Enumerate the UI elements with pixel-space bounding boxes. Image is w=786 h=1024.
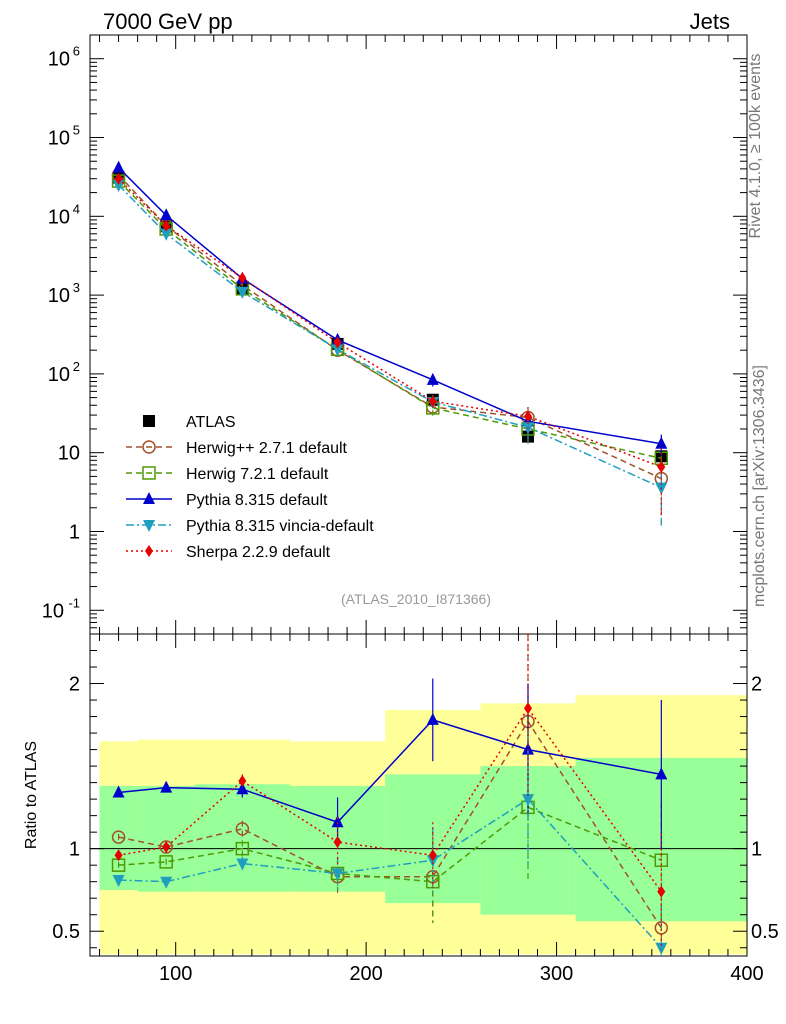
series-4-main-point	[657, 460, 666, 473]
main-ytick-label: 10	[58, 443, 80, 465]
ratio-frame	[89, 633, 748, 957]
legend-atlas-marker	[143, 415, 155, 427]
series-2-ratio-point	[522, 742, 534, 755]
main-ytick-label: 1	[69, 521, 80, 543]
series-2-main-line	[118, 167, 662, 445]
ratio-ytick-label: 1	[69, 839, 80, 861]
legend-label-1: Herwig 7.2.1 default	[186, 466, 329, 483]
series-4-main-point	[114, 172, 123, 185]
series-2-ratio-point	[160, 780, 173, 793]
legend-marker-0	[142, 440, 156, 454]
main-ytick-label: 10	[48, 128, 70, 150]
mcplots-label: mcplots.cern.ch [arXiv:1306.3436]	[751, 365, 768, 607]
main-ytick-exponent: 5	[73, 123, 80, 138]
ratio-ytick-label: 0.5	[52, 921, 80, 943]
series-4-main-point	[162, 219, 171, 232]
series-2-main-point	[426, 372, 439, 385]
series-3-ratio-point	[522, 794, 534, 807]
main-ytick-label: 10	[48, 49, 70, 71]
ratio-xtick-label: 300	[540, 963, 573, 985]
rivet-label: Rivet 4.1.0, ≥ 100k events	[747, 54, 764, 239]
legend-label-3: Pythia 8.315 vincia-default	[186, 518, 374, 535]
legend-marker-1	[142, 466, 156, 480]
series-3-main-point	[236, 286, 249, 299]
main-ytick-exponent: 2	[73, 359, 80, 374]
header-left: 7000 GeV pp	[103, 9, 233, 34]
series-2-ratio-point	[655, 767, 668, 780]
series-2-ratio-point	[331, 815, 344, 828]
legend-marker-2	[143, 492, 155, 504]
ratio-ytick-label-right: 2	[751, 674, 762, 696]
series-4-ratio-point	[114, 849, 123, 862]
series-4-ratio-point	[657, 885, 666, 898]
series-2-main-point	[112, 160, 125, 173]
legend-atlas-label: ATLAS	[186, 414, 236, 431]
ratio-ytick-label: 2	[69, 674, 80, 696]
main-ytick-exponent: 3	[73, 280, 80, 295]
series-2-main-point	[160, 208, 173, 221]
series-4-main-point	[238, 271, 247, 284]
series-0-main-line	[118, 174, 662, 480]
header-right: Jets	[690, 9, 730, 34]
main-ytick-label: 10	[48, 206, 70, 228]
inner-band-2	[194, 784, 290, 892]
series-2-ratio-point	[426, 712, 439, 725]
legend-marker-4	[145, 545, 153, 557]
series-0-ratio-point	[235, 822, 250, 836]
main-ytick-label: 10	[48, 285, 70, 307]
legend: ATLAS Herwig++ 2.7.1 default Herwig 7.2.1 …	[126, 414, 374, 561]
series-3-ratio-point	[160, 876, 173, 889]
series-4-ratio-point	[428, 849, 437, 862]
series-4-main-point	[333, 336, 342, 349]
series-1-ratio-point	[235, 841, 250, 856]
legend-marker-3	[143, 520, 155, 532]
series-1-ratio-point	[159, 855, 173, 869]
uncertainty-bands	[99, 695, 747, 955]
series-4-ratio-point	[333, 836, 342, 849]
ratio-xtick-label: 400	[730, 963, 763, 985]
ratio-ytick-label-right: 1	[751, 839, 762, 861]
legend-label-2: Pythia 8.315 default	[186, 492, 328, 509]
series-4-main-point	[428, 395, 437, 408]
series-3-ratio-point	[331, 868, 344, 881]
data-series	[111, 160, 669, 956]
series-2-ratio-point	[112, 785, 125, 798]
series-4-ratio-point	[162, 841, 171, 854]
series-3-main-point	[331, 344, 344, 357]
main-ytick-exponent: -1	[68, 595, 80, 610]
series-3-main-point	[112, 179, 125, 192]
legend-label-0: Herwig++ 2.7.1 default	[186, 440, 348, 457]
series-4-ratio-point	[524, 702, 532, 715]
legend-label-4: Sherpa 2.2.9 default	[186, 544, 331, 561]
ratio-xtick-label: 100	[159, 963, 192, 985]
main-ytick-label: 10	[48, 364, 70, 386]
main-ytick-exponent: 6	[73, 44, 80, 59]
main-ytick-exponent: 4	[73, 201, 80, 216]
series-0-ratio-point	[111, 830, 126, 844]
main-ytick-label: 10	[42, 600, 64, 622]
analysis-id: (ATLAS_2010_I871366)	[341, 591, 491, 607]
series-2-ratio-point	[236, 782, 249, 795]
series-3-ratio-point	[655, 942, 668, 955]
ratio-ylabel: Ratio to ATLAS	[23, 741, 40, 849]
series-4-main-point	[524, 410, 532, 423]
ratio-xtick-label: 200	[349, 963, 382, 985]
series-3-ratio-point	[236, 858, 249, 871]
series-2-main-point	[655, 436, 668, 449]
series-4-ratio-point	[238, 774, 247, 787]
inner-band-1	[137, 785, 195, 892]
series-3-main-point	[160, 228, 173, 241]
ratio-ytick-label-right: 0.5	[751, 921, 779, 943]
series-3-ratio-point	[112, 875, 125, 888]
